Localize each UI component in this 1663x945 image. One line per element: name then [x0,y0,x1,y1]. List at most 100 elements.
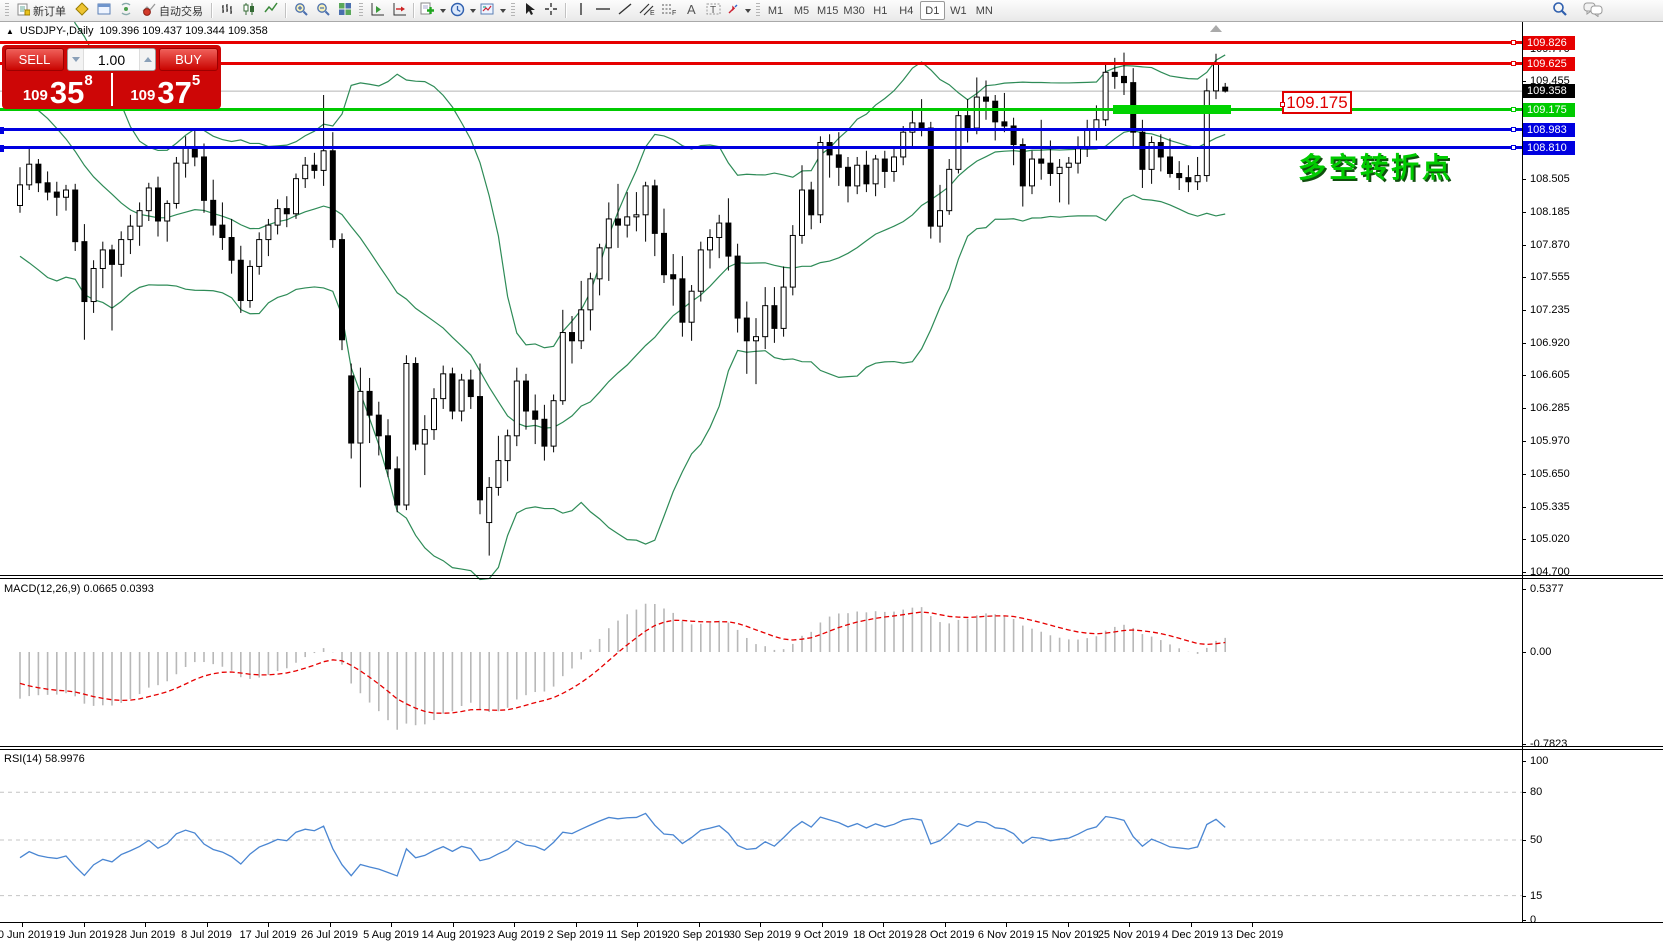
time-axis-tick [883,923,884,927]
timeframe-m15[interactable]: M15 [817,4,839,17]
line-chart-button[interactable] [260,1,282,20]
zoom-out-button[interactable] [312,1,334,20]
timeframe-mn[interactable]: MN [975,4,993,17]
timeframe-toolbar: M1 M5 M15 M30 H1 H4 D1 W1 MN [763,1,997,20]
timeframe-h1[interactable]: H1 [873,4,888,17]
chart-shift-marker-icon[interactable] [1210,25,1222,32]
candle-body [366,390,373,416]
arrows-button[interactable] [724,1,753,20]
arrows-icon [726,2,740,19]
search-button[interactable] [1549,1,1571,20]
candle-body [99,249,106,270]
data-window-button[interactable] [93,1,115,20]
bar-chart-button[interactable] [216,1,238,20]
candle-body [1222,86,1229,92]
horizontal-line-button[interactable] [592,1,614,20]
candle-body [394,468,401,506]
toolbar-grip[interactable] [5,3,9,18]
candle-body [817,142,824,216]
candle-body [753,336,759,342]
candle-body [302,164,309,180]
time-axis-tick [145,923,146,927]
timeframe-m1[interactable]: M1 [767,4,784,17]
sell-button[interactable]: SELL [5,48,64,71]
timeframe-m5[interactable]: M5 [793,4,810,17]
candle-body [992,100,999,123]
volume-value[interactable]: 1.00 [97,51,126,68]
timeframe-d1[interactable]: D1 [919,1,945,20]
dropdown-caret-icon [745,8,751,13]
price-axis[interactable] [1522,22,1663,923]
price-axis-tick [1522,179,1526,181]
candle-body [725,222,732,257]
price-axis-tick-label: 107.870 [1530,238,1570,251]
timeframe-w1[interactable]: W1 [950,4,967,17]
toolbar-grip[interactable] [756,3,760,18]
templates-icon [480,2,495,20]
indicators-button[interactable] [418,1,448,20]
new-order-button[interactable]: 新订单 [12,1,71,20]
tile-windows-button[interactable] [334,1,356,20]
candle-body [1001,121,1008,127]
trendline-button[interactable] [614,1,636,20]
volume-stepper[interactable]: 1.00 [67,48,156,71]
candle-body [155,187,161,222]
market-watch-button[interactable] [71,1,93,20]
chat-button[interactable] [1581,1,1605,20]
chart-text-annotation[interactable]: 多空转折点 [1298,152,1454,183]
timeframe-h4[interactable]: H4 [899,4,914,17]
candle-body [826,142,833,156]
price-axis-tick [1522,474,1526,475]
main-toolbar: 新订单 自动交易 E F A T [0,0,1663,22]
buy-button[interactable]: BUY [159,48,218,71]
autotrading-button[interactable]: 自动交易 [137,1,208,20]
text-button[interactable]: A [680,1,702,20]
candle-body [35,163,42,184]
volume-increase-button[interactable] [139,49,155,70]
fibonacci-button[interactable]: F [658,1,680,20]
panel-divider[interactable] [0,578,1663,579]
candle-body [228,237,235,261]
price-axis-tick-label: 105.970 [1530,434,1570,447]
price-axis-tick [1522,212,1526,214]
volume-decrease-button[interactable] [68,49,84,70]
toolbar-grip[interactable] [359,3,363,18]
auto-scroll-button[interactable] [388,1,410,20]
crosshair-button[interactable] [540,1,562,20]
candle-body [1185,177,1192,183]
templates-button[interactable] [478,1,508,20]
equidistant-channel-button[interactable]: E [636,1,658,20]
panel-divider[interactable] [0,746,1663,747]
candlestick-chart-button[interactable] [238,1,260,20]
buy-price[interactable]: 109 37 5 [113,73,219,108]
panel-divider[interactable] [0,575,1663,576]
candle-body [1111,71,1118,77]
timeframe-m30[interactable]: M30 [843,4,865,17]
candle-body [550,400,557,447]
macd-axis-label: 0.00 [1530,646,1552,658]
candle-body [615,218,621,226]
candle-body [734,255,741,319]
price-axis-tick [1522,440,1526,442]
cursor-button[interactable] [518,1,540,20]
zoom-in-button[interactable] [290,1,312,20]
time-axis-label: 11 Sep 2019 [606,929,668,941]
navigator-button[interactable] [115,1,137,20]
chart-shift-button[interactable] [366,1,388,20]
vertical-line-button[interactable] [570,1,592,20]
price-chart[interactable] [0,0,1522,945]
line-chart-icon [264,2,278,19]
price-callout-label[interactable]: 109.175 [1280,91,1352,114]
toolbar-separator [413,3,415,18]
periods-button[interactable] [448,1,478,20]
chart-title: ▲ USDJPY-,Daily 109.396 109.437 109.344 … [6,25,268,37]
candle-body [596,247,603,280]
dropdown-caret-icon [470,8,476,13]
one-click-trading-panel: SELL 1.00 BUY 109 35 8 109 37 5 [2,45,221,109]
text-label-button[interactable]: T [702,1,724,20]
collapse-panel-icon[interactable]: ▲ [6,26,14,36]
panel-divider[interactable] [0,749,1663,750]
toolbar-grip[interactable] [511,3,515,18]
sell-price[interactable]: 109 35 8 [5,73,111,108]
